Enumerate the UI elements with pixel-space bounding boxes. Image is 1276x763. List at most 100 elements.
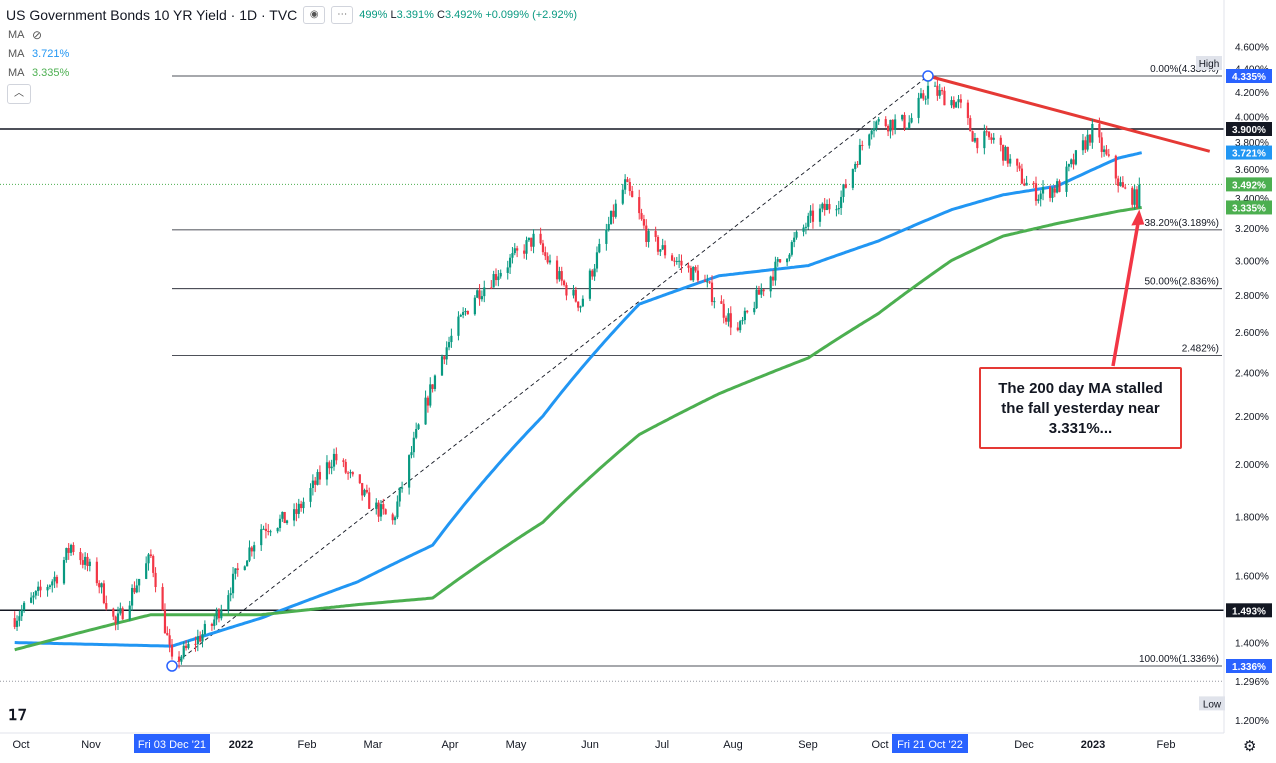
more-icon[interactable]: ⋯ <box>331 6 354 24</box>
candle <box>462 307 465 319</box>
candle <box>802 224 805 237</box>
candle <box>246 560 249 567</box>
eye-crossed-icon[interactable]: ⊘ <box>32 28 43 42</box>
trendline-anchor[interactable] <box>922 70 934 82</box>
candle <box>539 227 542 245</box>
candle <box>786 258 789 267</box>
candle <box>79 548 82 565</box>
candle <box>1091 119 1094 149</box>
horizontal-lines[interactable] <box>0 128 1224 682</box>
candle <box>572 285 575 299</box>
indicator-row-hidden[interactable]: MA ⊘ <box>0 26 42 44</box>
candle <box>278 514 282 532</box>
candle <box>37 581 40 596</box>
candle <box>285 519 289 525</box>
candle <box>342 458 345 468</box>
candle <box>891 119 894 136</box>
candle <box>1041 180 1045 201</box>
collapse-icon[interactable]: ︿ <box>7 84 31 104</box>
candle <box>283 511 286 524</box>
trendlines[interactable] <box>166 70 1211 672</box>
candle <box>807 212 810 230</box>
annotation-callout[interactable]: The 200 day MA stalled the fall yesterda… <box>979 367 1182 449</box>
candle <box>990 133 993 144</box>
candle <box>328 460 331 475</box>
candle <box>870 128 873 140</box>
svg-text:High: High <box>1199 59 1220 70</box>
candle <box>614 199 617 219</box>
candle <box>147 553 150 571</box>
candle <box>889 119 892 139</box>
indicator-row-ma-blue[interactable]: MA 3.721% <box>0 45 69 63</box>
annotation-arrow[interactable] <box>1111 209 1145 367</box>
candle <box>558 266 561 282</box>
candle <box>1100 132 1103 158</box>
candle <box>983 124 986 155</box>
candle <box>199 631 202 643</box>
candle <box>854 161 857 173</box>
svg-text:3.900%: 3.900% <box>1232 125 1266 136</box>
price-axis[interactable]: 4.600%4.400%4.200%4.000%3.800%3.600%3.40… <box>1235 42 1269 727</box>
time-axis[interactable]: Oct Nov Fri 03 Dec '21 2022 Feb Mar Apr May Jun J… <box>12 734 1175 753</box>
candle <box>497 270 500 287</box>
candle <box>161 583 164 611</box>
trendline-anchor[interactable] <box>166 660 178 672</box>
candle <box>1065 161 1068 197</box>
arrow-shaft[interactable] <box>1111 221 1141 367</box>
candle <box>973 132 977 144</box>
candle <box>478 284 481 306</box>
candle <box>908 115 911 130</box>
candle <box>696 264 700 283</box>
ma-blue-line <box>14 151 1143 648</box>
candle <box>170 638 174 660</box>
fibonacci-retracement[interactable]: 0.00%(4.335%) 38.20%(3.189%) 50.00%(2.836%… <box>172 64 1222 667</box>
fib-level-label: 2.482%) <box>1182 344 1219 355</box>
x-tick-label: Oct <box>12 739 29 751</box>
candle <box>581 295 584 308</box>
candle <box>368 487 371 509</box>
candle <box>1058 179 1061 193</box>
indicator-value: 3.335% <box>32 67 70 79</box>
candle <box>445 341 448 365</box>
candle <box>375 498 378 515</box>
candle <box>513 243 516 256</box>
eye-icon[interactable]: ◉ <box>303 6 326 24</box>
candle <box>840 190 843 215</box>
price-label: 1.336% <box>1226 659 1272 673</box>
indicator-row-ma-green[interactable]: MA 3.335% <box>0 64 69 82</box>
price-label: 3.900% <box>1226 122 1272 137</box>
candle <box>13 611 16 630</box>
candle <box>755 285 758 310</box>
symbol-title[interactable]: US Government Bonds 10 YR Yield · 1D · T… <box>6 7 298 23</box>
candle <box>396 495 399 520</box>
dashed-trendline[interactable] <box>171 75 929 667</box>
candle <box>692 266 695 283</box>
candle <box>34 590 37 600</box>
candle <box>302 497 305 514</box>
candle <box>264 522 268 539</box>
x-tick-label: 2023 <box>1081 739 1105 751</box>
x-tick-highlight: Fri 03 Dec '21 <box>134 734 210 753</box>
candle <box>1016 158 1019 172</box>
candle <box>739 319 742 333</box>
candle <box>1037 194 1040 204</box>
candle <box>102 580 106 605</box>
candle <box>1074 149 1078 166</box>
candle <box>955 101 958 108</box>
candle <box>976 137 979 154</box>
candle <box>53 571 56 589</box>
tradingview-logo-icon[interactable]: 𝟣𝟩 <box>8 707 28 724</box>
candle <box>1018 162 1021 172</box>
y-tick-label: 3.000% <box>1235 257 1269 268</box>
x-tick-label: Mar <box>364 739 383 751</box>
candle <box>922 89 925 101</box>
fib-level-label: 50.00%(2.836%) <box>1145 277 1220 288</box>
gear-icon[interactable]: ⚙ <box>1243 738 1257 755</box>
candle <box>753 301 756 315</box>
red-trendline[interactable] <box>927 74 1211 153</box>
candle <box>506 260 509 280</box>
y-tick-label: 2.800% <box>1235 291 1269 302</box>
candle <box>835 205 838 217</box>
candle <box>349 469 352 479</box>
